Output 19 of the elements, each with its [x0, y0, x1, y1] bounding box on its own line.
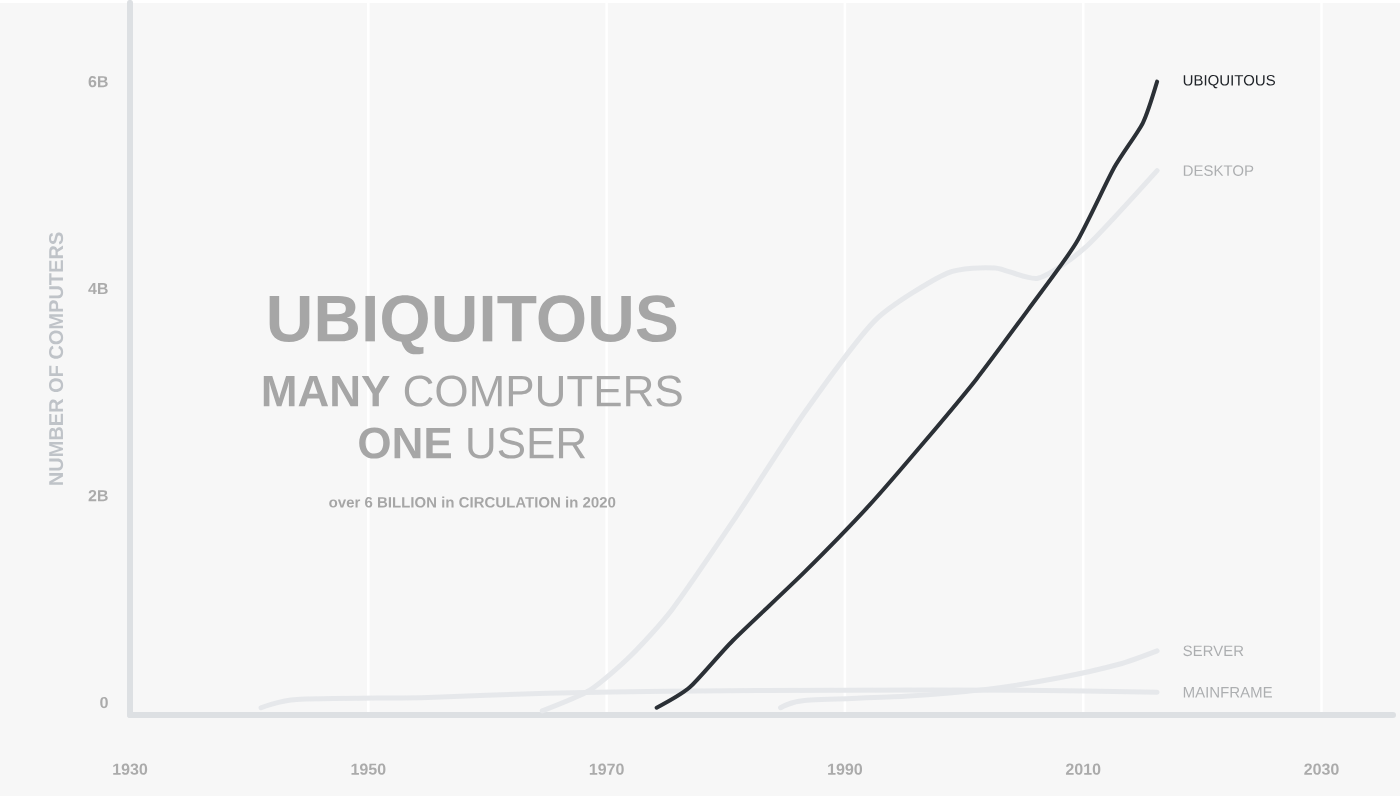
series-label: MAINFRAME	[1183, 687, 1272, 698]
annotation: over 6 BILLION in CIRCULATION in 2020	[329, 496, 616, 508]
x-tick-label: 1950	[351, 763, 386, 775]
y-axis-title: NUMBER OF COMPUTERS	[49, 232, 64, 485]
series-label: UBIQUITOUS	[1183, 74, 1276, 89]
y-tick-label: 2B	[88, 490, 108, 502]
text: UBIQUITOUS	[269, 295, 677, 355]
series-label: SERVER	[1183, 645, 1244, 657]
x-tick-label: 1930	[113, 763, 148, 775]
series-label: DESKTOP	[1183, 165, 1254, 176]
x-tick-label: 1990	[828, 763, 863, 775]
y-tick-label: 0	[100, 696, 108, 709]
text: MANY COMPUTERS	[263, 375, 682, 407]
x-tick-label: 2010	[1065, 763, 1101, 775]
y-tick-label: 4B	[88, 283, 108, 295]
y-tick-label: 6B	[88, 75, 108, 88]
x-tick-label: 1970	[589, 763, 624, 775]
annotation: ONE USER	[359, 427, 586, 459]
x-tick-label: 2030	[1304, 763, 1339, 775]
